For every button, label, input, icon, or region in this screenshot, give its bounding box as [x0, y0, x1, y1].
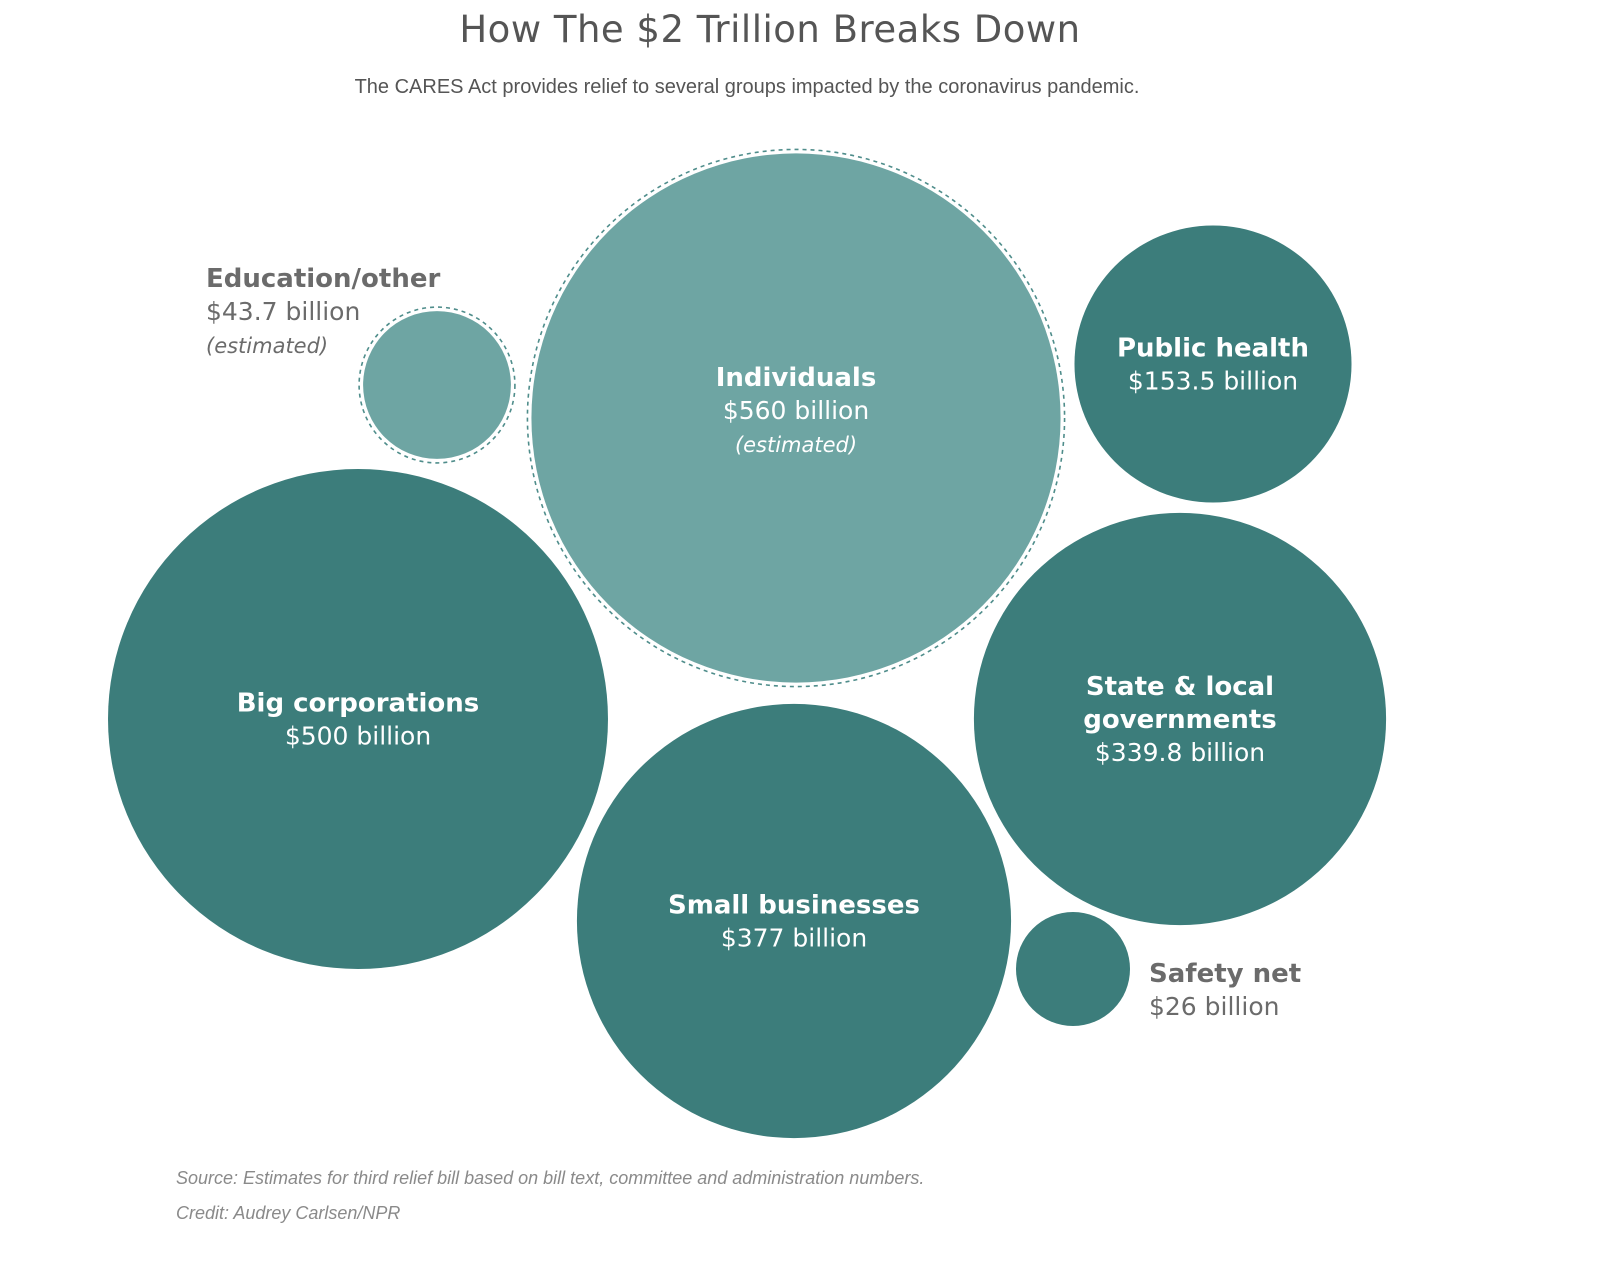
bubble-safety-net-circle: [1015, 911, 1131, 1027]
bubble-state-local-label-line-1: State & local: [1086, 672, 1274, 702]
bubble-individuals-value: $560 billion: [723, 396, 869, 425]
bubble-safety-net: Safety net $26 billion: [1015, 911, 1301, 1027]
bubble-big-corporations-value: $500 billion: [285, 722, 431, 751]
bubble-big-corporations: Big corporations $500 billion: [108, 469, 608, 969]
bubble-big-corporations-label: Big corporations: [237, 689, 480, 719]
bubble-individuals-note: (estimated): [735, 433, 857, 457]
bubble-education-other-label: Education/other: [206, 264, 440, 294]
bubble-individuals: Individuals $560 billion (estimated): [526, 148, 1066, 688]
bubble-education-other-note: (estimated): [206, 334, 328, 358]
bubble-small-businesses-label: Small businesses: [668, 891, 920, 921]
source-note: Source: Estimates for third relief bill …: [176, 1168, 925, 1188]
bubble-individuals-label: Individuals: [716, 363, 877, 393]
bubble-state-local-label-line-2: governments: [1083, 705, 1277, 735]
bubble-state-local-value: $339.8 billion: [1095, 738, 1265, 767]
bubble-small-businesses-circle: [576, 703, 1012, 1139]
bubble-state-local-circle: [973, 512, 1387, 926]
bubble-education-other-circle: [363, 311, 511, 459]
bubble-public-health-label: Public health: [1117, 334, 1309, 364]
bubble-small-businesses-value: $377 billion: [721, 924, 867, 953]
bubble-public-health: Public health $153.5 billion: [1074, 225, 1352, 503]
bubble-safety-net-value: $26 billion: [1149, 992, 1279, 1021]
bubble-public-health-circle: [1074, 225, 1352, 503]
bubble-education-other-value: $43.7 billion: [206, 297, 360, 326]
bubble-individuals-estimate-outline: [526, 148, 1066, 688]
bubble-education-other: Education/other $43.7 billion (estimated): [206, 264, 516, 464]
bubble-education-other-estimate-outline: [358, 306, 516, 464]
bubble-big-corporations-circle: [108, 469, 608, 969]
chart-title: How The $2 Trillion Breaks Down: [459, 8, 1081, 51]
bubble-public-health-value: $153.5 billion: [1128, 367, 1298, 396]
bubble-safety-net-label: Safety net: [1149, 959, 1301, 989]
bubble-small-businesses: Small businesses $377 billion: [576, 703, 1012, 1139]
bubble-individuals-circle: [531, 153, 1061, 683]
chart-subtitle: The CARES Act provides relief to several…: [354, 76, 1140, 98]
credit-note: Credit: Audrey Carlsen/NPR: [176, 1203, 401, 1223]
